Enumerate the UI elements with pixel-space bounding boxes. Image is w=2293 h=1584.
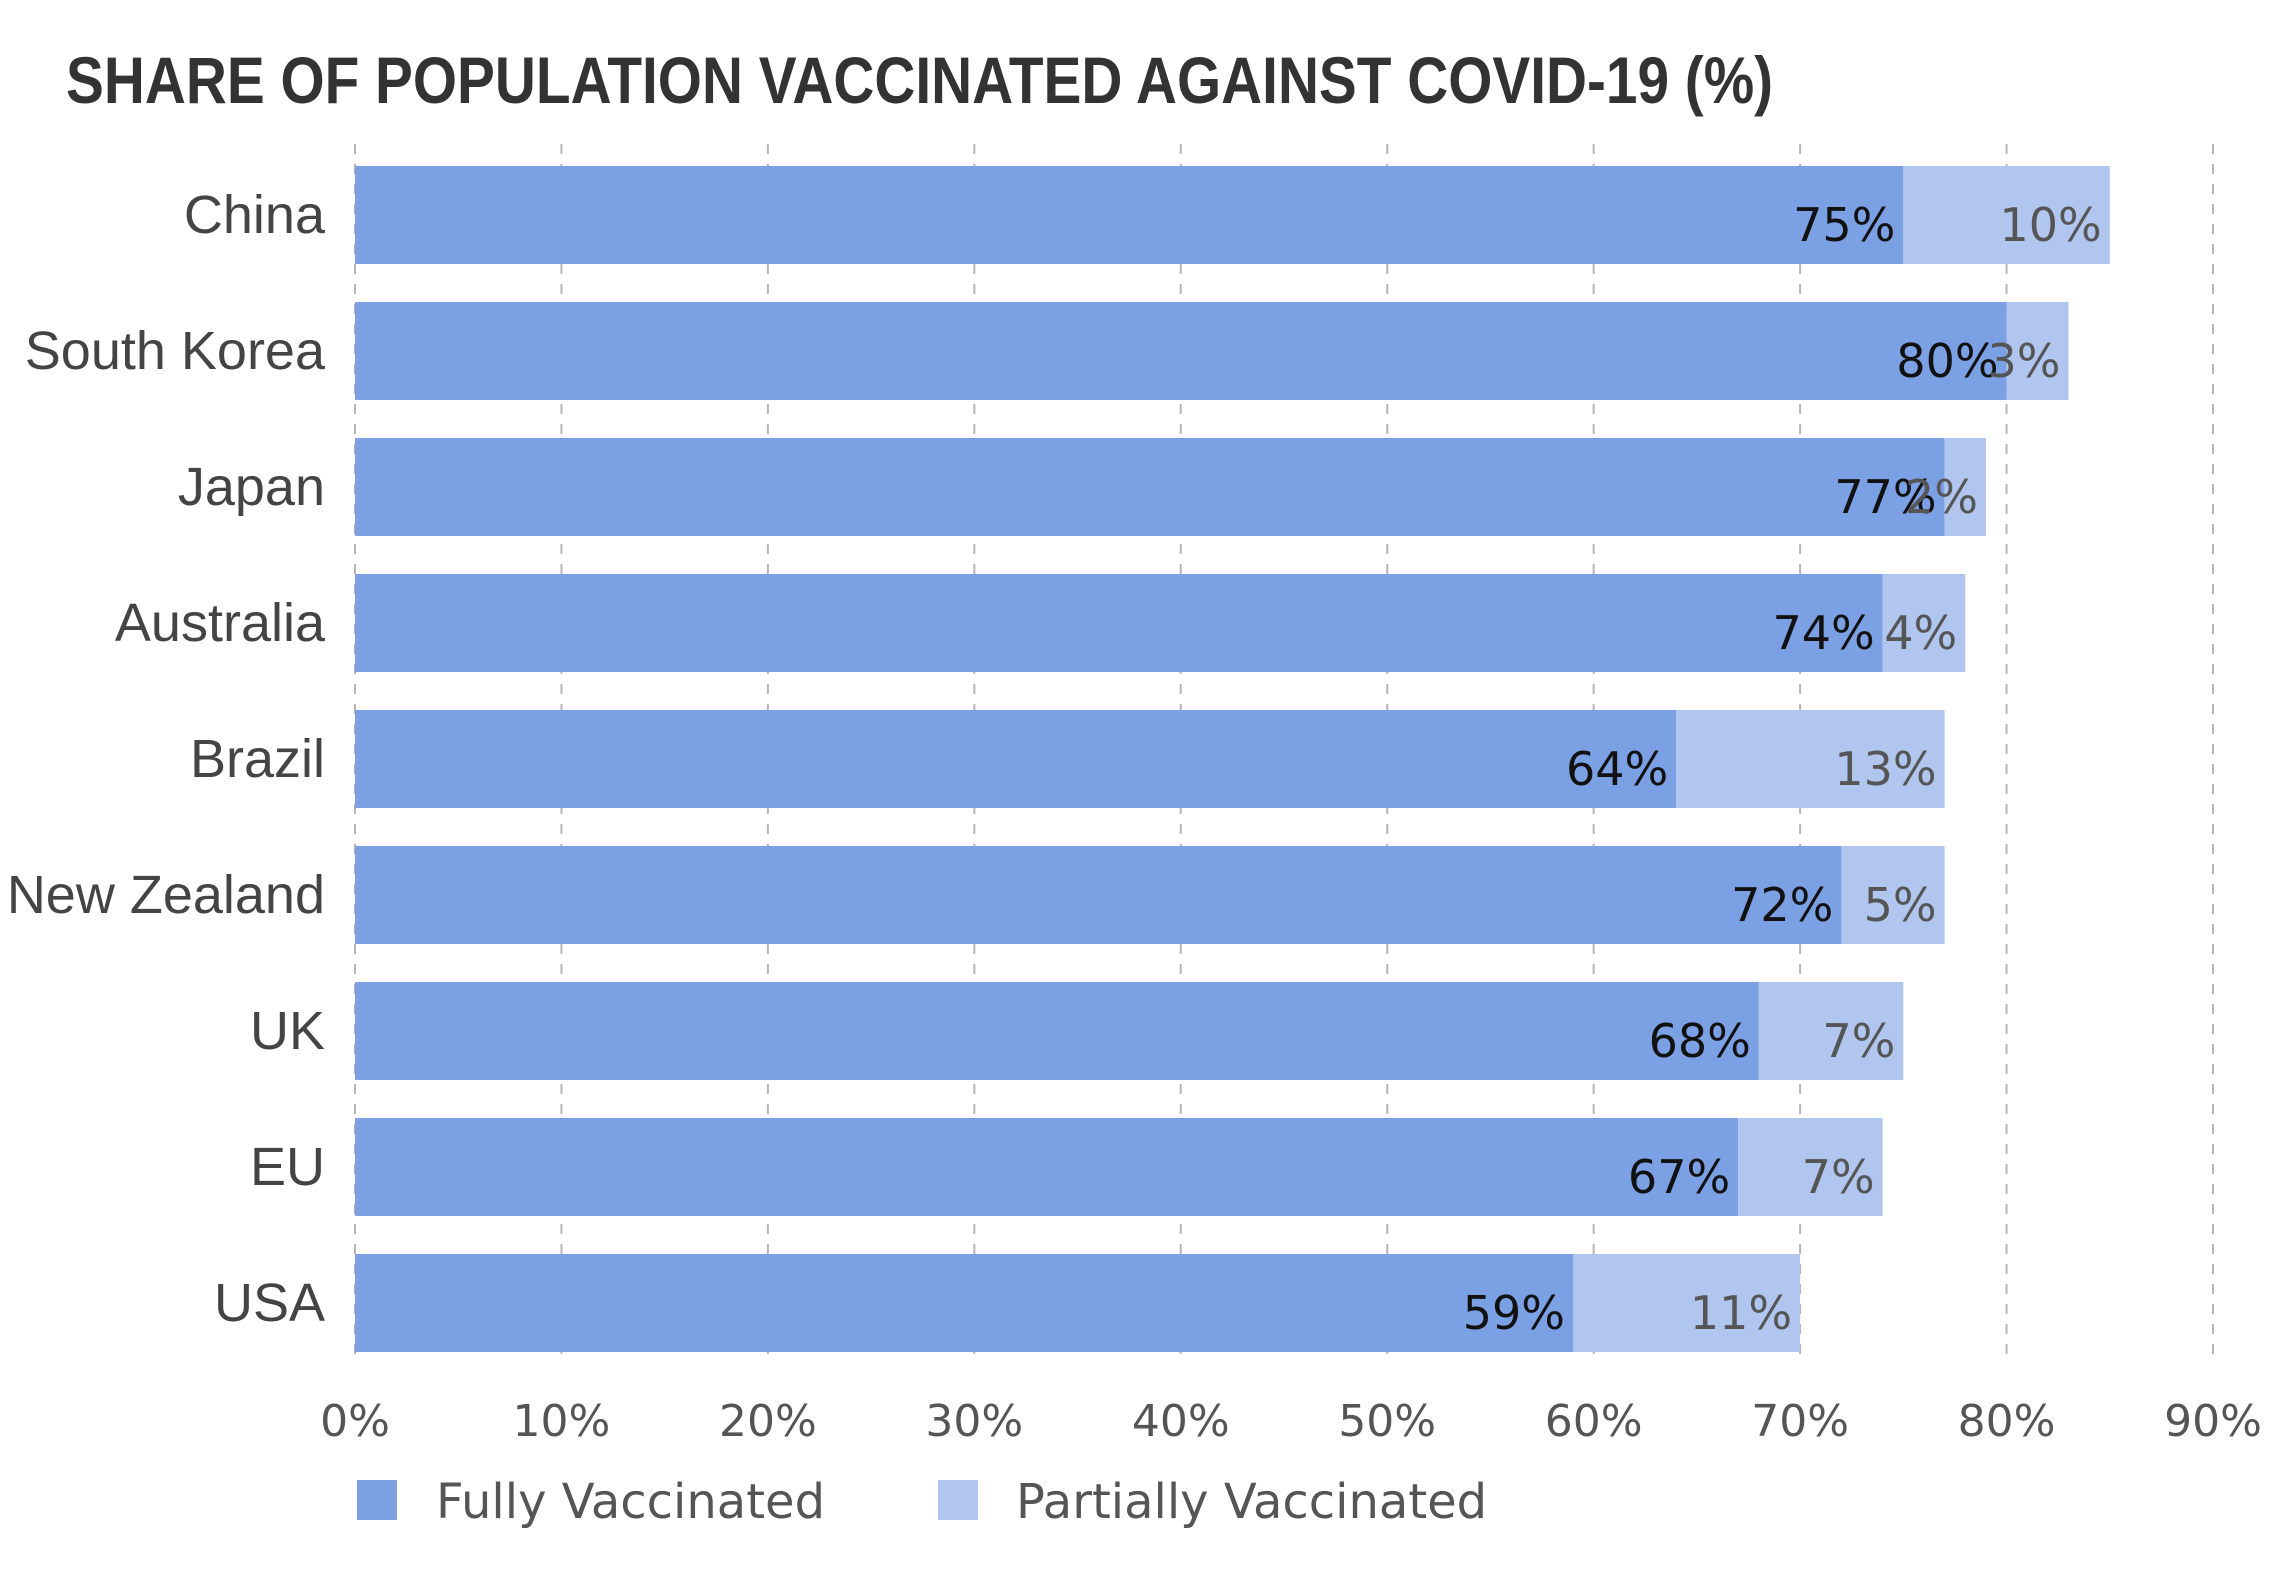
data-label-partially: 7% (1822, 1014, 1895, 1068)
x-tick-label: 10% (513, 1396, 611, 1447)
data-label-partially: 4% (1884, 606, 1957, 660)
bar-fully-vaccinated (355, 1118, 1739, 1216)
bar-partially-vaccinated (1758, 982, 1904, 1080)
bar-partially-vaccinated (1903, 166, 2110, 264)
category-label: EU (250, 1137, 325, 1197)
bar-partially-vaccinated (1738, 1118, 1883, 1216)
category-label: UK (250, 1001, 325, 1061)
data-label-partially: 5% (1864, 878, 1937, 932)
data-label-fully: 75% (1793, 198, 1895, 252)
x-tick-label: 0% (320, 1396, 390, 1447)
bar-fully-vaccinated (355, 166, 1904, 264)
x-tick-label: 30% (925, 1396, 1023, 1447)
legend-label: Partially Vaccinated (1016, 1474, 1487, 1530)
data-label-fully: 80% (1896, 334, 1998, 388)
bar-partially-vaccinated (2006, 302, 2069, 400)
data-label-partially: 11% (1690, 1286, 1792, 1340)
x-tick-label: 40% (1132, 1396, 1230, 1447)
data-label-partially: 13% (1834, 742, 1936, 796)
data-label-partially: 7% (1802, 1150, 1875, 1204)
bar-partially-vaccinated (1944, 438, 1986, 536)
data-label-fully: 77% (1834, 470, 1936, 524)
category-label: USA (214, 1273, 325, 1333)
data-label-partially: 3% (1988, 334, 2061, 388)
legend-swatch (357, 1480, 397, 1520)
bar-fully-vaccinated (355, 710, 1677, 808)
x-tick-label: 70% (1751, 1396, 1849, 1447)
x-tick-label: 50% (1338, 1396, 1436, 1447)
category-label: New Zealand (7, 865, 325, 925)
legend-label: Fully Vaccinated (436, 1474, 825, 1530)
category-label: South Korea (25, 321, 326, 381)
data-label-partially: 10% (2000, 198, 2102, 252)
category-label: Japan (178, 457, 325, 517)
bar-partially-vaccinated (1573, 1254, 1801, 1352)
x-tick-label: 80% (1958, 1396, 2056, 1447)
legend-swatch (938, 1480, 978, 1520)
data-label-partially: 2% (1905, 470, 1978, 524)
bar-fully-vaccinated (355, 982, 1759, 1080)
bar-partially-vaccinated (1882, 574, 1966, 672)
bar-partially-vaccinated (1676, 710, 1945, 808)
data-label-fully: 67% (1628, 1150, 1730, 1204)
data-label-fully: 59% (1463, 1286, 1565, 1340)
bar-fully-vaccinated (355, 574, 1883, 672)
bar-fully-vaccinated (355, 438, 1945, 536)
data-label-fully: 72% (1731, 878, 1833, 932)
bar-fully-vaccinated (355, 846, 1842, 944)
bar-fully-vaccinated (355, 302, 2007, 400)
category-label: Brazil (190, 729, 325, 789)
x-tick-label: 60% (1545, 1396, 1643, 1447)
data-label-fully: 68% (1649, 1014, 1751, 1068)
data-label-fully: 64% (1566, 742, 1668, 796)
category-label: Australia (115, 593, 326, 653)
x-tick-label: 20% (719, 1396, 817, 1447)
bar-partially-vaccinated (1841, 846, 1945, 944)
chart-title: SHARE OF POPULATION VACCINATED AGAINST C… (66, 43, 1774, 117)
category-label: China (184, 185, 326, 245)
data-label-fully: 74% (1772, 606, 1874, 660)
bar-fully-vaccinated (355, 1254, 1574, 1352)
x-tick-label: 90% (2164, 1396, 2262, 1447)
